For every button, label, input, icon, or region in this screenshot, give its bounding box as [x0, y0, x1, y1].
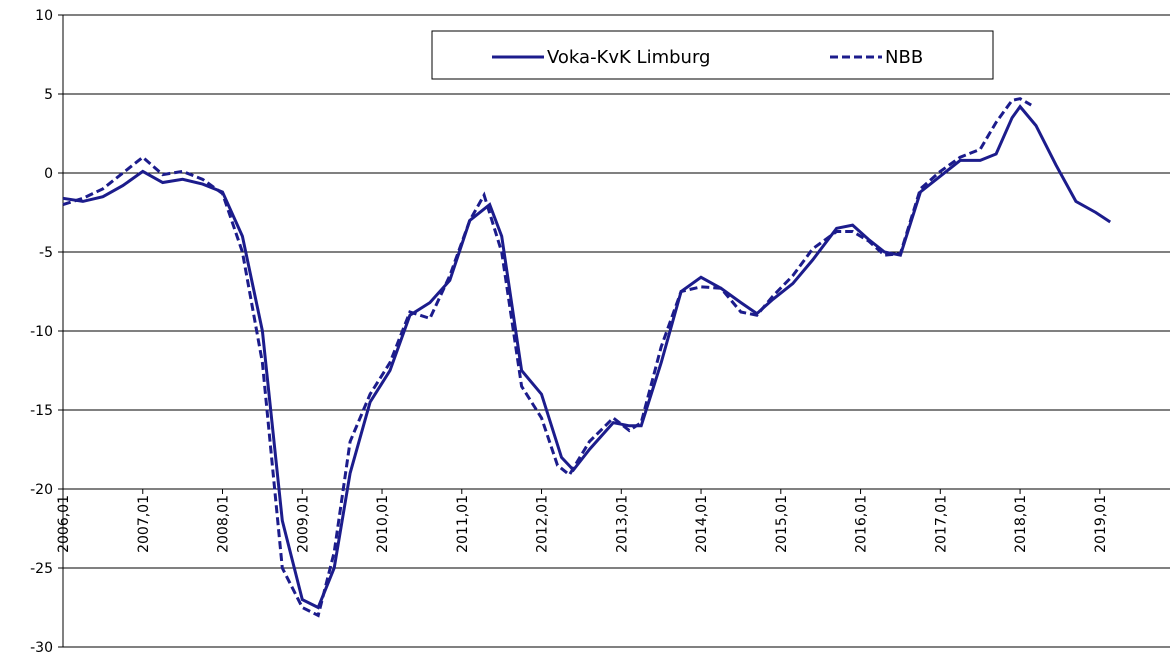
x-tick-label: 2015,01: [774, 495, 790, 553]
x-tick-label: 2006,01: [56, 495, 72, 553]
y-tick-label: -15: [30, 403, 53, 419]
x-tick-label: 2017,01: [933, 495, 949, 553]
line-series: [62, 97, 1032, 618]
x-tick-label: 2011,01: [455, 495, 471, 553]
x-tick-label: 2008,01: [216, 495, 232, 553]
legend-label: Voka-KvK Limburg: [547, 47, 710, 68]
legend-box: [431, 30, 994, 80]
x-tick-label: 2013,01: [614, 495, 630, 553]
x-tick-label: 2019,01: [1093, 495, 1109, 553]
y-tick-label: 0: [44, 166, 53, 182]
x-tick-label: 2007,01: [136, 495, 152, 553]
x-tick-label: 2012,01: [535, 495, 551, 553]
y-tick-label: -10: [30, 324, 53, 340]
y-tick-label: -30: [30, 640, 53, 655]
x-tick-label: 2009,01: [295, 495, 311, 553]
x-tick-label: 2018,01: [1013, 495, 1029, 553]
line-series: [62, 104, 1112, 610]
y-tick-label: 10: [35, 8, 53, 24]
y-tick-label: -25: [30, 561, 53, 577]
x-tick-label: 2014,01: [694, 495, 710, 553]
legend-label: NBB: [885, 47, 923, 68]
y-tick-label: -5: [39, 245, 53, 261]
legend: Voka-KvK Limburg NBB: [431, 30, 994, 80]
y-tick-label: -20: [30, 482, 53, 498]
x-tick-label: 2010,01: [375, 495, 391, 553]
y-tick-label: 5: [44, 87, 53, 103]
x-tick-label: 2016,01: [854, 495, 870, 553]
